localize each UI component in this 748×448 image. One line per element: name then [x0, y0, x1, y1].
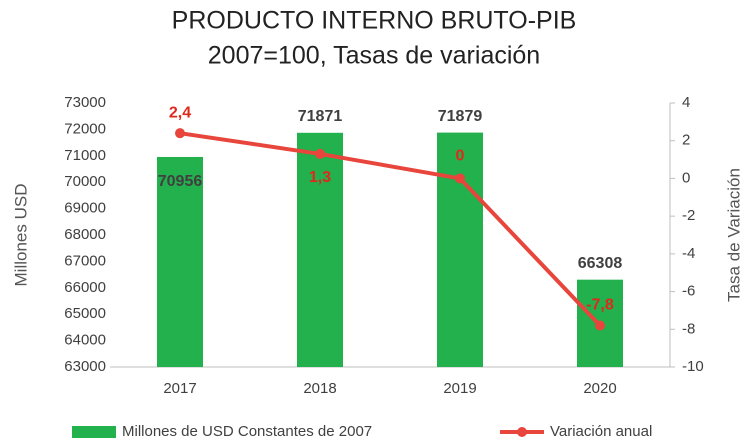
x-tick-label: 2017 [163, 380, 196, 397]
y-tick-label: 72000 [64, 120, 106, 137]
legend-swatch-dot [517, 427, 527, 437]
y-tick-label: 68000 [64, 226, 106, 243]
y2-tick-label: 4 [682, 94, 690, 111]
y-tick-label: 66000 [64, 279, 106, 296]
y-tick-label: 64000 [64, 332, 106, 349]
y-tick-label: 71000 [64, 147, 106, 164]
x-tick-label: 2018 [303, 380, 336, 397]
bar-value-label: 71879 [438, 108, 483, 125]
y-tick-label: 67000 [64, 252, 106, 269]
y-axis-label: Millones USD [11, 184, 30, 287]
chart-title: PRODUCTO INTERNO BRUTO-PIB [172, 7, 577, 35]
chart-subtitle: 2007=100, Tasas de variación [208, 42, 540, 70]
line-point [175, 128, 185, 139]
x-tick-label: 2020 [583, 380, 616, 397]
line-point [455, 173, 465, 184]
y2-tick-label: 2 [682, 132, 690, 149]
y2-axis-label: Tasa de Variación [724, 168, 743, 302]
legend-label: Variación anual [550, 423, 652, 440]
y2-tick-label: -4 [682, 245, 695, 262]
y-tick-label: 73000 [64, 94, 106, 111]
line-value-label: 0 [456, 148, 465, 165]
bar-value-label: 71871 [298, 108, 343, 125]
y-tick-label: 65000 [64, 305, 106, 322]
line-value-label: 1,3 [309, 169, 331, 186]
bar-value-label: 66308 [578, 255, 623, 272]
legend-label: Millones de USD Constantes de 2007 [122, 423, 372, 440]
y2-tick-label: -6 [682, 283, 695, 300]
line [179, 131, 602, 327]
y2-tick-label: -10 [682, 358, 704, 375]
y2-tick-label: -2 [682, 207, 695, 224]
bar [437, 132, 483, 367]
y-tick-label: 63000 [64, 358, 106, 375]
legend-swatch [72, 426, 116, 438]
y2-tick-label: 0 [682, 169, 690, 186]
y-tick-label: 70000 [64, 173, 106, 190]
x-tick-label: 2019 [443, 380, 476, 397]
bar-value-label: 70956 [158, 173, 203, 190]
line-point [595, 320, 605, 331]
y-tick-label: 69000 [64, 200, 106, 217]
line-value-label: -7,8 [586, 297, 614, 314]
line-value-label: 2,4 [169, 104, 191, 121]
bar [157, 156, 203, 367]
line-point [315, 148, 325, 159]
bar [297, 132, 343, 367]
y2-tick-label: -8 [682, 320, 695, 337]
